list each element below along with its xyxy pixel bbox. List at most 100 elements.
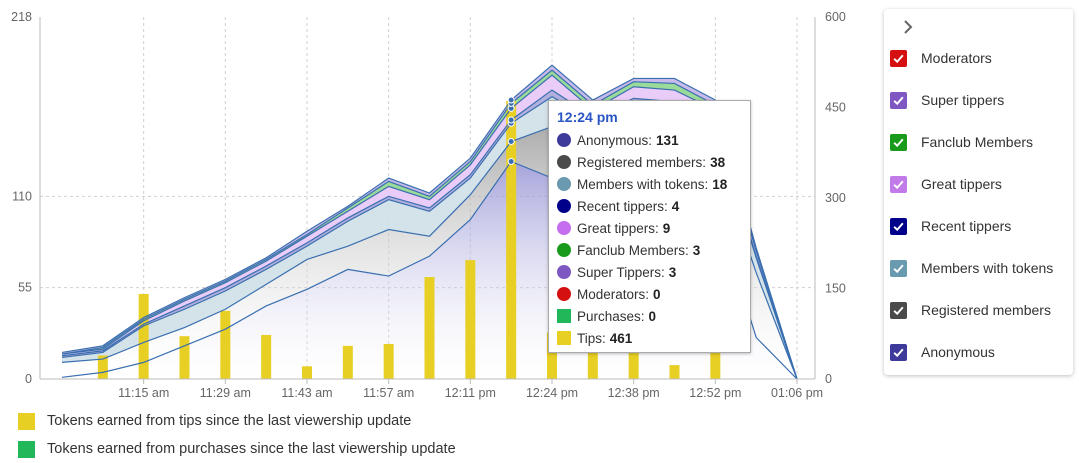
tooltip-row: Moderators: 0 [557, 283, 742, 305]
bottom-legend-item[interactable]: Tokens earned from purchases since the l… [18, 435, 456, 463]
dot-swatch-icon [557, 221, 571, 235]
legend-label: Recent tippers [921, 218, 1012, 234]
x-tick-label: 11:57 am [363, 386, 414, 400]
legend-item-members-with-tokens[interactable]: Members with tokens [890, 253, 1067, 283]
tooltip-label: Purchases: [577, 308, 645, 324]
square-swatch-icon [557, 331, 571, 345]
checkbox-checked-icon[interactable] [890, 175, 907, 193]
hover-point [507, 138, 515, 146]
x-tick-label: 11:43 am [281, 386, 332, 400]
area-registered-members [62, 126, 797, 379]
tips-bar [342, 345, 353, 379]
tips-bar [261, 334, 272, 379]
y-left-tick-label: 218 [11, 10, 32, 24]
tooltip-value: 0 [648, 308, 657, 324]
bottom-legend-label: Tokens earned from tips since the last v… [47, 413, 412, 429]
x-tick-label: 01:06 pm [771, 386, 823, 400]
tips-bar [506, 100, 517, 379]
tooltip-row: Purchases: 0 [557, 305, 742, 327]
bottom-legend: Tokens earned from tips since the last v… [18, 407, 456, 463]
tooltip-value: 38 [710, 154, 726, 170]
tips-bar [710, 347, 721, 379]
legend-item-great-tippers[interactable]: Great tippers [890, 169, 1067, 199]
tooltip-value: 3 [668, 264, 677, 280]
legend-item-moderators[interactable]: Moderators [890, 43, 1067, 73]
checkbox-checked-icon[interactable] [890, 259, 907, 277]
tooltip-row: Registered members: 38 [557, 151, 742, 173]
legend-label: Great tippers [921, 176, 1002, 192]
y-left-tick-label: 55 [18, 281, 32, 295]
legend-item-recent-tippers[interactable]: Recent tippers [890, 211, 1067, 241]
tips-bar [669, 365, 680, 379]
tooltip-row: Fanclub Members: 3 [557, 239, 742, 261]
tooltip-row: Tips: 461 [557, 327, 742, 349]
legend-label: Members with tokens [921, 260, 1054, 276]
x-tick-label: 12:52 pm [689, 386, 741, 400]
chevron-right-icon[interactable] [898, 17, 918, 37]
tooltip-label: Super Tippers: [577, 264, 665, 280]
legend-item-registered-members[interactable]: Registered members [890, 295, 1067, 325]
tooltip-label: Tips: [577, 330, 606, 346]
legend-label: Fanclub Members [921, 134, 1034, 150]
checkbox-checked-icon[interactable] [890, 133, 907, 151]
x-tick-label: 12:11 pm [445, 386, 496, 400]
tips-bar [302, 366, 312, 379]
x-tick-label: 11:15 am [118, 386, 169, 400]
y-left-tick-label: 110 [12, 189, 32, 203]
tooltip-value: 4 [671, 198, 680, 214]
tooltip-label: Fanclub Members: [577, 242, 689, 258]
tips-bar [220, 310, 231, 379]
tips-bar [138, 293, 149, 379]
y-right-tick-label: 150 [825, 282, 846, 296]
hover-point [507, 157, 515, 165]
tips-bar [179, 336, 190, 379]
checkbox-checked-icon[interactable] [890, 91, 907, 109]
tooltip-label: Moderators: [577, 286, 650, 302]
tooltip-value: 3 [692, 242, 701, 258]
chart-tooltip: 12:24 pm Anonymous: 131 Registered members… [548, 100, 751, 353]
tooltip-value: 9 [662, 220, 671, 236]
legend-label: Registered members [921, 302, 1051, 318]
legend-swatch-icon [18, 412, 35, 430]
tooltip-label: Recent tippers: [577, 198, 668, 214]
line-great-tippers [61, 74, 798, 380]
hover-point [507, 96, 515, 104]
series-legend-panel: Moderators Super tippers Fanclub Members Gr… [884, 9, 1073, 375]
hover-markers [507, 96, 515, 165]
y-right-tick-label: 600 [825, 10, 846, 24]
dot-swatch-icon [557, 243, 571, 257]
bottom-legend-item[interactable]: Tokens earned from tips since the last v… [18, 407, 456, 435]
legend-item-fanclub-members[interactable]: Fanclub Members [890, 127, 1067, 157]
legend-item-anonymous[interactable]: Anonymous [890, 337, 1067, 367]
y-right-tick-label: 0 [825, 372, 832, 386]
tips-bar [465, 260, 476, 379]
dot-swatch-icon [557, 287, 571, 301]
tips-bar [383, 344, 394, 379]
y-right-tick-label: 300 [825, 191, 846, 205]
tooltip-label: Registered members: [577, 154, 707, 170]
legend-item-super-tippers[interactable]: Super tippers [890, 85, 1067, 115]
checkbox-checked-icon[interactable] [890, 301, 907, 319]
tips-bar [424, 277, 435, 379]
tooltip-title: 12:24 pm [557, 109, 618, 125]
tooltip-row: Anonymous: 131 [557, 129, 742, 151]
tooltip-row: Recent tippers: 4 [557, 195, 742, 217]
legend-label: Moderators [921, 50, 992, 66]
tooltip-value: 461 [609, 330, 633, 346]
legend-label: Anonymous [921, 344, 995, 360]
x-tick-label: 12:24 pm [526, 386, 578, 400]
square-swatch-icon [557, 309, 571, 323]
hover-point [507, 116, 515, 124]
line-fanclub-members [61, 69, 798, 380]
y-right-tick-label: 450 [825, 101, 846, 115]
dot-swatch-icon [557, 265, 571, 279]
dot-swatch-icon [557, 155, 571, 169]
checkbox-checked-icon[interactable] [890, 343, 907, 361]
checkbox-checked-icon[interactable] [890, 49, 907, 67]
legend-swatch-icon [18, 440, 35, 458]
dot-swatch-icon [557, 177, 571, 191]
tooltip-label: Anonymous: [577, 132, 653, 148]
checkbox-checked-icon[interactable] [890, 217, 907, 235]
tooltip-value: 0 [653, 286, 661, 302]
